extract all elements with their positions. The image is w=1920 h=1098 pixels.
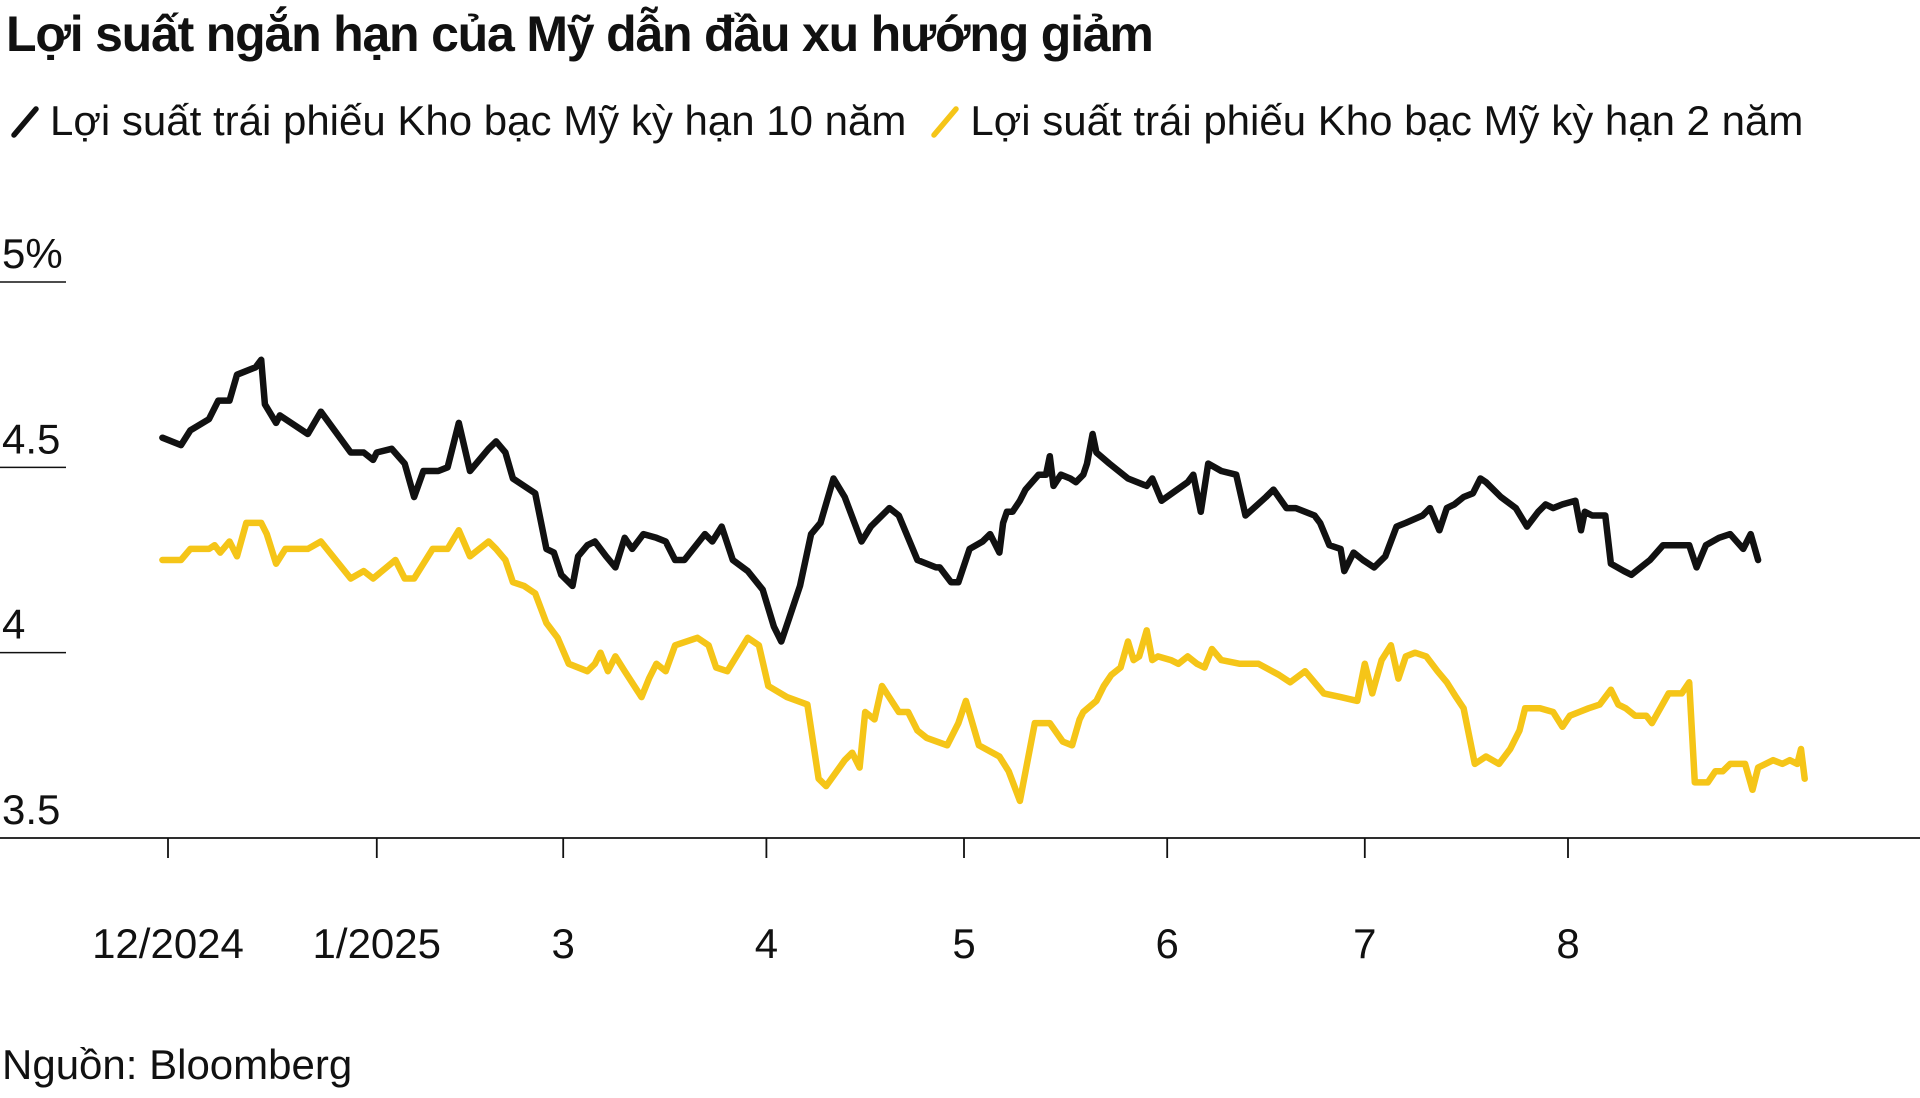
- legend-swatch-10y: [11, 106, 39, 138]
- x-tick-label-4: 4: [755, 920, 778, 967]
- legend-label-2y: Lợi suất trái phiếu Kho bạc Mỹ kỳ hạn 2 …: [970, 97, 1804, 144]
- legend-item-10y: Lợi suất trái phiếu Kho bạc Mỹ kỳ hạn 10…: [10, 97, 906, 145]
- y-tick-label-5: 5%: [2, 230, 63, 277]
- legend-label-10y: Lợi suất trái phiếu Kho bạc Mỹ kỳ hạn 10…: [50, 97, 907, 144]
- series-line-2y: [159, 519, 1808, 805]
- x-tick-label-1-2025: 1/2025: [313, 920, 441, 967]
- x-tick-label-3: 3: [552, 920, 575, 967]
- series-line-10y: [159, 356, 1762, 645]
- chart-title: Lợi suất ngắn hạn của Mỹ dẫn đầu xu hướn…: [6, 6, 1154, 62]
- y-tick-label-3-5: 3.5: [2, 786, 60, 833]
- x-tick-label-6: 6: [1156, 920, 1179, 967]
- x-tick-label-5: 5: [952, 920, 975, 967]
- x-tick-label-7: 7: [1353, 920, 1376, 967]
- y-tick-label-4-5: 4.5: [2, 415, 60, 462]
- y-tick-label-4: 4: [2, 601, 25, 648]
- source-note: Nguồn: Bloomberg: [2, 1041, 353, 1088]
- legend-swatch-2y: [931, 106, 960, 138]
- x-tick-label-12-2024: 12/2024: [92, 920, 244, 967]
- legend-item-2y: Lợi suất trái phiếu Kho bạc Mỹ kỳ hạn 2 …: [930, 97, 1803, 145]
- chart-legend: Lợi suất trái phiếu Kho bạc Mỹ kỳ hạn 10…: [10, 96, 1827, 146]
- x-tick-label-8: 8: [1556, 920, 1579, 967]
